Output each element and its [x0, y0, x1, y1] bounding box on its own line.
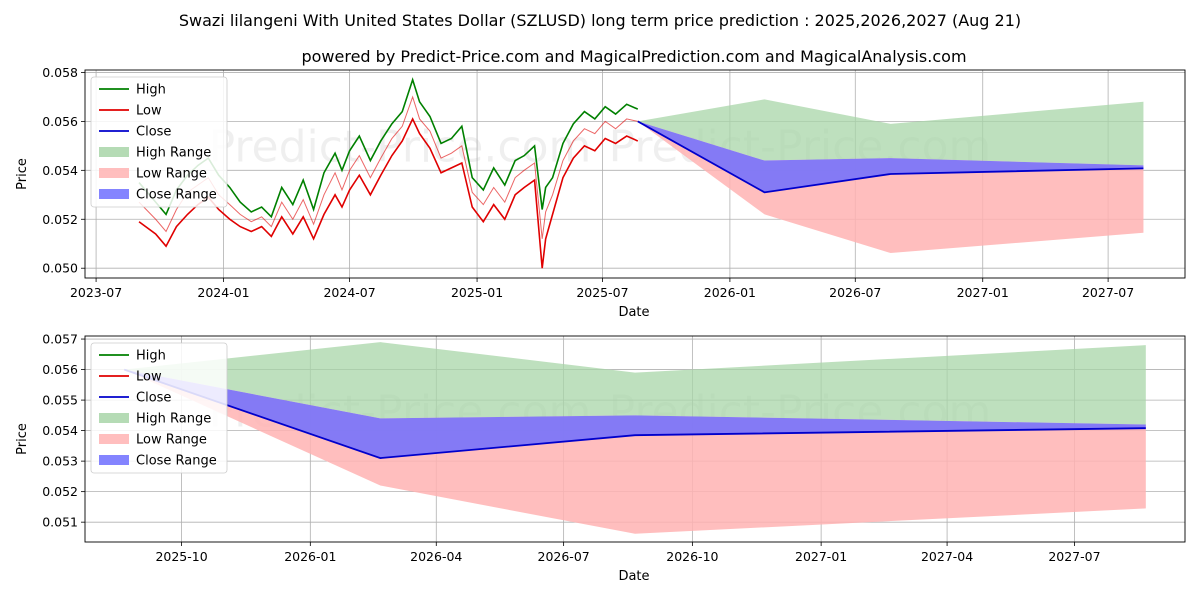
close-forecast-line — [123, 368, 1146, 459]
y-tick-label: 0.054 — [42, 423, 78, 438]
chart-subtitle: powered by Predict-Price.com and Magical… — [301, 47, 966, 66]
y-axis-label: Price — [15, 158, 30, 190]
x-tick-label: 2027-07 — [1048, 549, 1100, 564]
legend-label: Close — [136, 125, 171, 140]
x-tick-label: 2026-04 — [410, 549, 462, 564]
high-range-band — [637, 99, 1144, 166]
x-tick-label: 2024-01 — [197, 285, 249, 300]
y-tick-label: 0.054 — [42, 163, 78, 178]
x-tick-label: 2025-07 — [576, 285, 628, 300]
y-tick-label: 0.052 — [42, 212, 78, 227]
close-range-band — [124, 369, 1146, 459]
x-tick-label: 2027-07 — [1082, 285, 1134, 300]
panel-forecast-zoom: Predict-Price.comPredict-Price.com2025-1… — [15, 332, 1186, 584]
panel-long-term: Predict-Price.comPredict-Price.com2023-0… — [15, 65, 1186, 320]
x-axis-label: Date — [618, 569, 649, 584]
chart-title: Swazi lilangeni With United States Dolla… — [179, 11, 1021, 30]
legend: High Low Close High Range Low Range Close Ran… — [90, 76, 228, 208]
x-axis-label: Date — [618, 305, 649, 320]
x-tick-label: 2023-07 — [70, 285, 122, 300]
close-history-line — [138, 95, 638, 239]
y-tick-label: 0.052 — [42, 484, 78, 499]
low-range-band — [124, 369, 1146, 534]
y-tick-label: 0.050 — [42, 261, 78, 276]
close-range-band — [637, 121, 1144, 193]
legend-swatch-patch — [99, 147, 129, 157]
x-tick-label: 2025-10 — [155, 549, 207, 564]
y-tick-label: 0.053 — [42, 454, 78, 469]
x-tick-label: 2026-01 — [704, 285, 756, 300]
high-history-line — [138, 77, 639, 219]
legend-label: Close — [136, 391, 171, 406]
x-tick-label: 2025-01 — [451, 285, 503, 300]
x-tick-label: 2027-01 — [957, 285, 1009, 300]
legend-label: Close Range — [136, 188, 217, 203]
legend-swatch-patch — [99, 455, 129, 465]
x-tick-label: 2026-01 — [284, 549, 336, 564]
legend-label: Low Range — [136, 167, 207, 182]
legend-label: Low — [136, 370, 162, 385]
low-history-line — [138, 117, 639, 269]
x-tick-label: 2027-04 — [921, 549, 973, 564]
x-tick-label: 2026-07 — [538, 549, 590, 564]
x-tick-label: 2024-07 — [323, 285, 375, 300]
high-range-band — [124, 342, 1146, 425]
y-tick-label: 0.056 — [42, 362, 78, 377]
plot-frame — [84, 335, 1186, 543]
x-tick-label: 2027-01 — [795, 549, 847, 564]
legend-swatch-patch — [99, 189, 129, 199]
x-tick-label: 2026-10 — [666, 549, 718, 564]
y-tick-label: 0.051 — [42, 515, 78, 530]
legend-label: Close Range — [136, 454, 217, 469]
y-tick-label: 0.057 — [42, 332, 78, 347]
y-tick-label: 0.056 — [42, 114, 78, 129]
legend-label: Low — [136, 104, 162, 119]
legend-label: High Range — [136, 146, 211, 161]
low-range-band — [637, 121, 1144, 254]
y-tick-label: 0.058 — [42, 65, 78, 80]
y-axis-label: Price — [15, 423, 30, 455]
watermark-text: Predict-Price.com — [209, 122, 592, 173]
legend-label: High Range — [136, 412, 211, 427]
x-tick-label: 2026-07 — [829, 285, 881, 300]
close-forecast-line — [637, 120, 1144, 194]
legend-label: High — [136, 83, 166, 98]
plot-frame — [84, 69, 1186, 279]
legend-swatch-patch — [99, 413, 129, 423]
legend-label: Low Range — [136, 433, 207, 448]
legend-swatch-patch — [99, 434, 129, 444]
y-tick-label: 0.055 — [42, 393, 78, 408]
legend-swatch-patch — [99, 168, 129, 178]
legend-label: High — [136, 349, 166, 364]
legend: High Low Close High Range Low Range Close Ran… — [90, 342, 228, 474]
